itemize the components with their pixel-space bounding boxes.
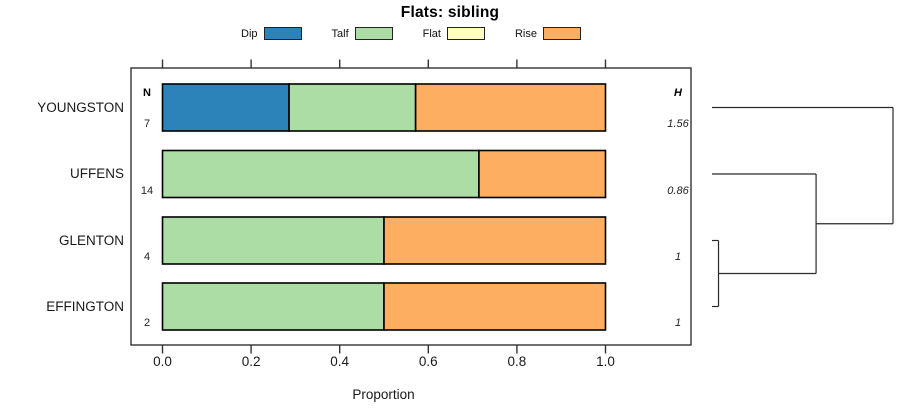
legend-label: Rise (514, 27, 537, 40)
bar-segment-uffens-rise (478, 149, 607, 199)
legend-label: Dip (241, 27, 258, 40)
row-label-glenton: GLENTON (58, 232, 124, 248)
bar-segment-glenton-rise (383, 216, 607, 265)
x-axis-label: Proportion (352, 387, 415, 402)
row-label-youngston: YOUNGSTON (37, 99, 124, 115)
h-value-glenton: 1 (674, 251, 682, 263)
legend-swatch-flat (446, 27, 485, 40)
legend-swatch-rise (543, 27, 581, 40)
x-tick-label: 1.0 (596, 354, 615, 369)
bar-segment-uffens-talf (161, 149, 480, 199)
legend-item-flat: Flat (423, 27, 485, 40)
legend-item-dip: Dip (241, 27, 302, 40)
x-tick-label: 0.6 (418, 354, 438, 369)
legend-item-talf: Talf (332, 27, 393, 40)
bar-segment-glenton-talf (161, 216, 385, 265)
row-label-effington: EFFINGTON (46, 298, 124, 314)
plot-box (130, 67, 692, 346)
x-tick-label: 0.8 (507, 354, 527, 369)
legend-label: Talf (331, 27, 349, 40)
h-value-uffens: 0.86 (667, 184, 689, 197)
bar-segment-youngston-rise (414, 83, 607, 132)
bar-segment-effington-talf (161, 282, 385, 331)
legend-item-rise: Rise (515, 27, 581, 40)
legend: Dip Talf Flat Rise (131, 25, 691, 42)
h-value-effington: 1 (674, 317, 682, 329)
x-tick-label: 0.4 (330, 354, 350, 369)
bar-segment-youngston-dip (161, 83, 290, 132)
bar-segment-effington-rise (383, 282, 607, 331)
legend-label: Flat (422, 27, 441, 40)
h-column-header: H (674, 87, 682, 99)
n-value-youngston: 7 (143, 118, 151, 130)
x-tick-label: 0.0 (153, 354, 172, 369)
n-value-effington: 2 (143, 317, 151, 329)
legend-swatch-talf (354, 27, 393, 40)
n-column-header: N (143, 87, 151, 99)
n-value-glenton: 4 (143, 251, 151, 263)
chart-title: Flats: sibling (400, 4, 500, 21)
legend-swatch-dip (263, 27, 302, 40)
row-label-uffens: UFFENS (70, 166, 124, 181)
x-tick-label: 0.2 (241, 354, 261, 369)
h-value-youngston: 1.56 (667, 118, 689, 130)
bar-segment-youngston-talf (288, 83, 417, 132)
n-value-uffens: 14 (140, 184, 154, 197)
